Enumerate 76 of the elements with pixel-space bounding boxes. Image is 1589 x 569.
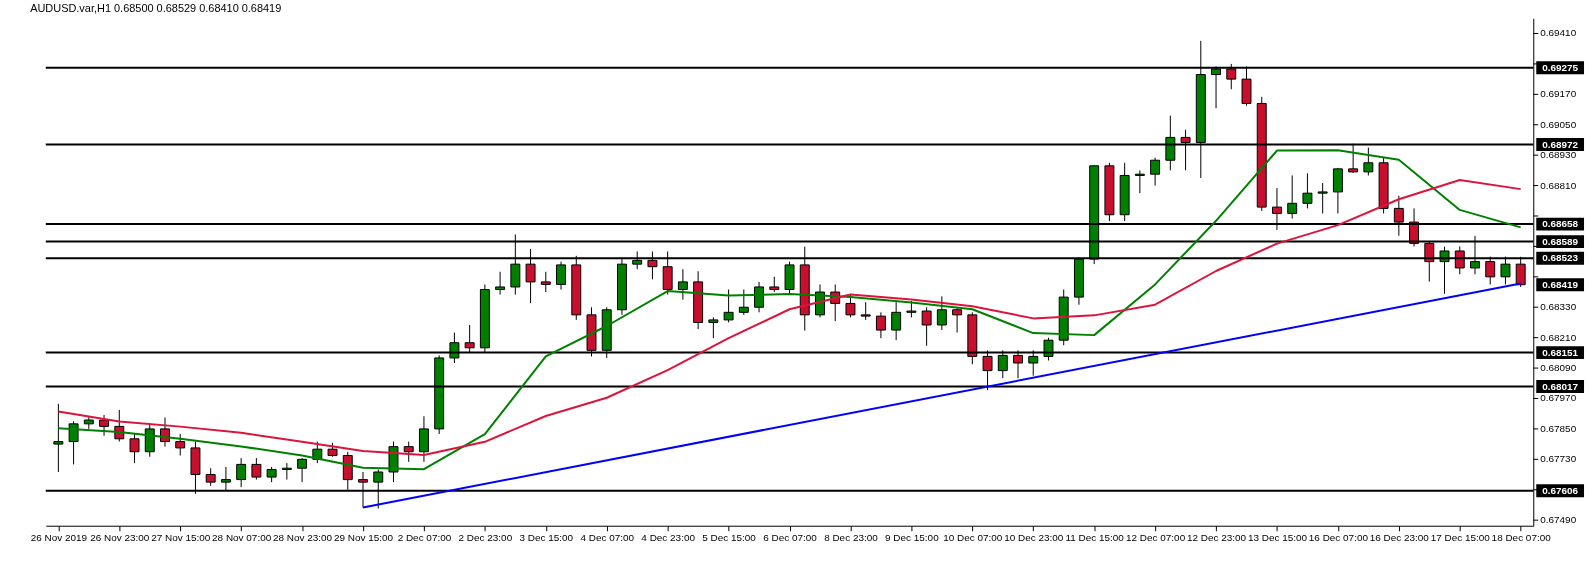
ref-line-label: 0.69275: [1542, 61, 1579, 73]
x-tick-label: 28 Nov 07:00: [212, 532, 272, 544]
x-tick-label: 29 Nov 15:00: [333, 532, 394, 544]
x-tick-label: 12 Dec 07:00: [1126, 532, 1186, 544]
candlestick: [723, 289, 734, 323]
ref-line-label: 0.68972: [1542, 138, 1579, 150]
candlestick: [891, 301, 902, 341]
candlestick: [738, 289, 749, 316]
candlestick: [921, 306, 932, 347]
x-tick-label: 12 Dec 23:00: [1186, 532, 1247, 544]
candlestick: [1302, 172, 1313, 209]
y-tick-label: 0.69050: [1540, 118, 1577, 130]
ref-line-label: 0.68017: [1542, 380, 1579, 392]
x-tick-label: 10 Dec 23:00: [1004, 532, 1064, 544]
x-tick-label: 16 Dec 23:00: [1369, 532, 1430, 544]
candlestick: [1287, 174, 1298, 220]
x-tick-label: 5 Dec 15:00: [702, 532, 757, 544]
candlestick: [236, 457, 247, 488]
y-tick-label: 0.67730: [1540, 453, 1577, 465]
x-tick-label: 16 Dec 07:00: [1308, 532, 1369, 544]
candlestick: [540, 271, 551, 293]
y-tick-label: 0.68810: [1540, 179, 1577, 191]
candlestick: [144, 423, 155, 458]
x-tick-label: 18 Dec 07:00: [1491, 532, 1552, 544]
y-tick-label: 0.68090: [1540, 362, 1577, 374]
candlestick: [1134, 169, 1145, 194]
y-tick-label: 0.67490: [1540, 514, 1577, 526]
ref-line-label: 0.68589: [1542, 235, 1579, 247]
ref-line-label: 0.68151: [1542, 346, 1579, 358]
candlestick: [1317, 182, 1328, 214]
candlestick: [875, 311, 886, 339]
candlestick: [281, 462, 292, 481]
candlestick: [556, 261, 567, 290]
ref-line-label: 0.68658: [1542, 218, 1579, 230]
chart-title: AUDUSD.var,H1 0.68500 0.68529 0.68410 0.68419: [30, 2, 282, 15]
y-tick-label: 0.67970: [1540, 392, 1577, 404]
x-tick-label: 26 Nov 2019: [30, 532, 88, 544]
x-tick-label: 27 Nov 15:00: [151, 532, 211, 544]
candlestick: [677, 268, 688, 301]
y-tick-label: 0.68210: [1540, 331, 1577, 343]
x-tick-label: 13 Dec 15:00: [1247, 532, 1308, 544]
x-tick-label: 3 Dec 15:00: [519, 532, 574, 544]
candlestick: [754, 281, 765, 313]
candlestick: [403, 441, 414, 463]
x-tick-label: 11 Dec 15:00: [1065, 532, 1125, 544]
candlestick: [129, 433, 140, 464]
candlestick: [175, 433, 186, 457]
y-tick-label: 0.68930: [1540, 149, 1577, 161]
ref-line-label: 0.68523: [1542, 252, 1579, 264]
candlestick: [936, 295, 947, 331]
x-tick-label: 4 Dec 23:00: [641, 532, 696, 544]
y-tick-label: 0.68330: [1540, 301, 1577, 313]
x-tick-label: 28 Nov 23:00: [273, 532, 333, 544]
candlestick: [99, 414, 110, 437]
candlestick: [251, 457, 262, 481]
x-tick-label: 4 Dec 07:00: [580, 532, 635, 544]
x-tick-label: 26 Nov 23:00: [90, 532, 150, 544]
x-tick-label: 9 Dec 15:00: [885, 532, 940, 544]
x-tick-label: 8 Dec 23:00: [824, 532, 879, 544]
candlestick: [1150, 157, 1161, 187]
x-tick-label: 17 Dec 15:00: [1430, 532, 1491, 544]
x-tick-label: 2 Dec 07:00: [397, 532, 452, 544]
candlestick: [952, 306, 963, 334]
x-tick-label: 2 Dec 23:00: [458, 532, 513, 544]
candlestick: [495, 271, 506, 296]
y-tick-label: 0.69410: [1540, 27, 1577, 39]
x-tick-label: 10 Dec 07:00: [943, 532, 1003, 544]
candlestick: [418, 415, 429, 463]
candlestick: [1332, 167, 1343, 214]
text: 0.68419: [1542, 278, 1579, 290]
candlestick: [708, 316, 719, 339]
y-tick-label: 0.69170: [1540, 88, 1577, 100]
ref-line-label: 0.67606: [1542, 484, 1579, 496]
x-tick-label: 6 Dec 07:00: [763, 532, 818, 544]
y-tick-label: 0.67850: [1540, 422, 1577, 434]
candlestick: [68, 420, 79, 465]
